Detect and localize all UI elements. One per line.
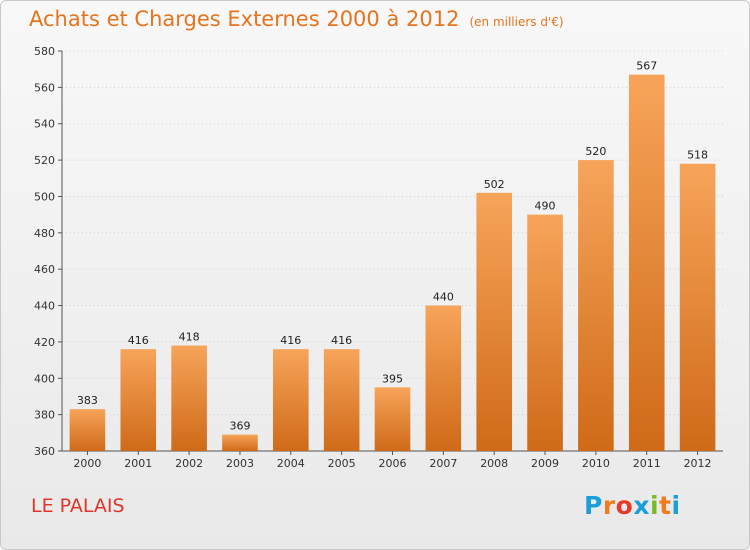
x-tick-label: 2011 (633, 457, 661, 470)
place-name: LE PALAIS (31, 495, 125, 517)
data-label: 416 (128, 334, 149, 347)
data-label: 418 (179, 331, 200, 344)
data-label: 395 (382, 372, 403, 385)
bar (273, 349, 309, 451)
data-label: 518 (687, 149, 708, 162)
logo-letter: i (650, 491, 660, 520)
bar (323, 349, 360, 451)
logo-letter: P (584, 491, 603, 520)
x-tick-label: 2010 (582, 457, 610, 470)
y-tick-label: 480 (34, 227, 55, 240)
data-label: 416 (331, 334, 352, 347)
proxiti-logo: Proxiti (584, 491, 681, 520)
data-label: 502 (484, 178, 505, 191)
logo-letter: t (659, 491, 672, 520)
data-label: 520 (585, 145, 606, 158)
x-tick-label: 2008 (480, 457, 508, 470)
bar (476, 192, 512, 451)
x-tick-label: 2006 (379, 457, 407, 470)
x-tick-label: 2007 (429, 457, 457, 470)
x-tick-label: 2000 (73, 457, 101, 470)
chart-title: Achats et Charges Externes 2000 à 2012 (e… (29, 7, 564, 31)
x-tick-label: 2003 (226, 457, 254, 470)
data-label: 416 (280, 334, 301, 347)
y-tick-label: 560 (34, 81, 55, 94)
x-tick-label: 2004 (277, 457, 305, 470)
bar (120, 349, 157, 451)
bar (679, 163, 716, 451)
data-label: 440 (433, 291, 454, 304)
bar (628, 74, 665, 452)
bar (578, 160, 614, 451)
y-tick-label: 400 (34, 372, 55, 385)
bar (527, 214, 563, 451)
bar (222, 434, 258, 451)
logo-letter: o (615, 491, 634, 520)
bars (69, 74, 716, 452)
chart-unit-note: (en milliers d'€) (469, 15, 564, 29)
bar (374, 387, 411, 451)
bar (425, 305, 462, 451)
logo-letter: i (671, 491, 681, 520)
labels: 383 2000 416 2001 418 2002 369 2003 416 2004 416 20… (73, 60, 711, 470)
y-tick-label: 580 (34, 45, 55, 58)
y-tick-label: 520 (34, 154, 55, 167)
y-tick-label: 420 (34, 336, 55, 349)
x-tick-label: 2009 (531, 457, 559, 470)
y-tick-label: 540 (34, 118, 55, 131)
x-tick-label: 2012 (684, 457, 712, 470)
data-label: 490 (535, 200, 556, 213)
bar (69, 409, 106, 451)
logo-letter: x (633, 491, 650, 520)
x-tick-label: 2001 (124, 457, 152, 470)
bar (171, 345, 207, 451)
y-tick-label: 500 (34, 190, 55, 203)
y-tick-label: 440 (34, 300, 55, 313)
data-label: 567 (636, 60, 657, 73)
logo-letter: r (602, 491, 616, 520)
y-tick-label: 380 (34, 409, 55, 422)
y-tick-label: 360 (34, 445, 55, 458)
data-label: 383 (77, 394, 98, 407)
data-label: 369 (229, 420, 250, 433)
x-tick-label: 2002 (175, 457, 203, 470)
y-tick-label: 460 (34, 263, 55, 276)
x-tick-label: 2005 (328, 457, 356, 470)
chart-title-text: Achats et Charges Externes 2000 à 2012 (29, 7, 460, 31)
